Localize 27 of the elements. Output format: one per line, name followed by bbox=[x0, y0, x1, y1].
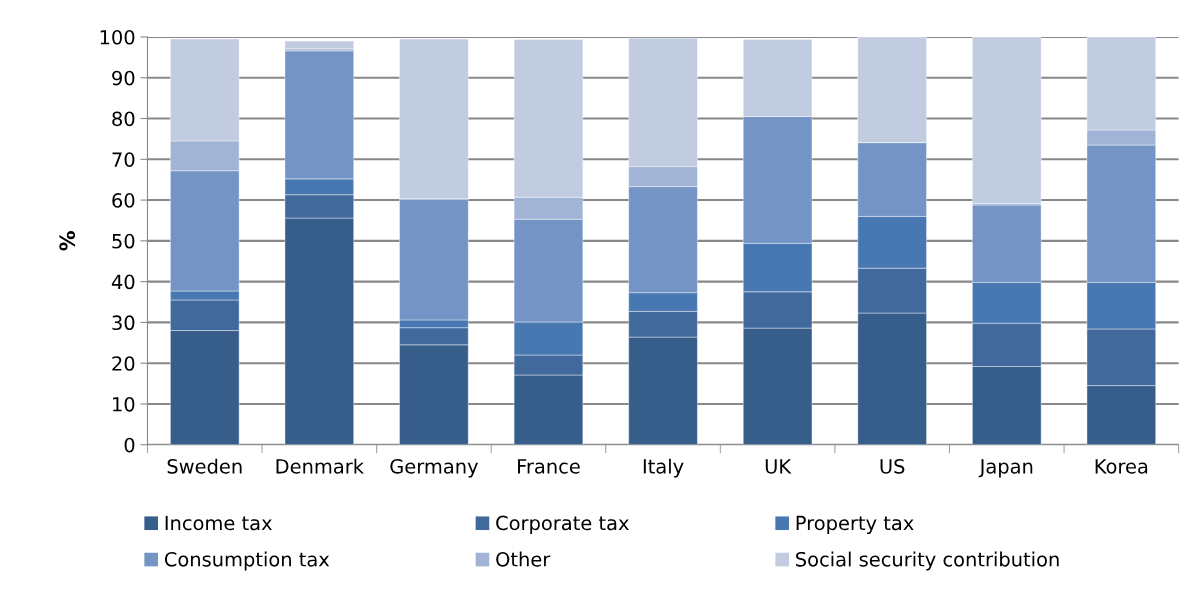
legend-label: Property tax bbox=[796, 515, 914, 535]
y-tick-label: 30 bbox=[112, 315, 135, 331]
legend-label: Income tax bbox=[165, 515, 272, 531]
legend-label: Social security contribution bbox=[796, 551, 1059, 571]
y-tick-label: 0 bbox=[124, 437, 135, 453]
x-tick-label: Sweden bbox=[167, 458, 242, 474]
legend-label: Consumption tax bbox=[164, 551, 330, 571]
x-tick-label: Germany bbox=[390, 458, 479, 478]
y-tick-label: 70 bbox=[112, 152, 135, 167]
legend-label: Other bbox=[496, 551, 551, 567]
x-tick-label: Denmark bbox=[276, 458, 364, 474]
y-tick-label: 90 bbox=[112, 70, 135, 86]
x-tick-label: US bbox=[880, 458, 905, 474]
legend-label: Corporate tax bbox=[496, 515, 629, 535]
y-tick-label: 10 bbox=[113, 396, 135, 412]
y-tick-label: 100 bbox=[100, 29, 135, 45]
y-tick-label: 40 bbox=[111, 274, 135, 290]
x-tick-label: Korea bbox=[1095, 459, 1148, 474]
y-tick-label: 80 bbox=[112, 111, 135, 127]
y-axis-title: % bbox=[59, 231, 76, 251]
y-tick-label: 50 bbox=[112, 233, 135, 249]
x-tick-label: UK bbox=[765, 459, 792, 474]
x-tick-label: Italy bbox=[643, 458, 684, 478]
y-tick-label: 20 bbox=[112, 356, 135, 371]
y-tick-label: 60 bbox=[112, 193, 135, 208]
x-tick-label: France bbox=[518, 459, 580, 474]
x-tick-label: Japan bbox=[978, 459, 1033, 478]
